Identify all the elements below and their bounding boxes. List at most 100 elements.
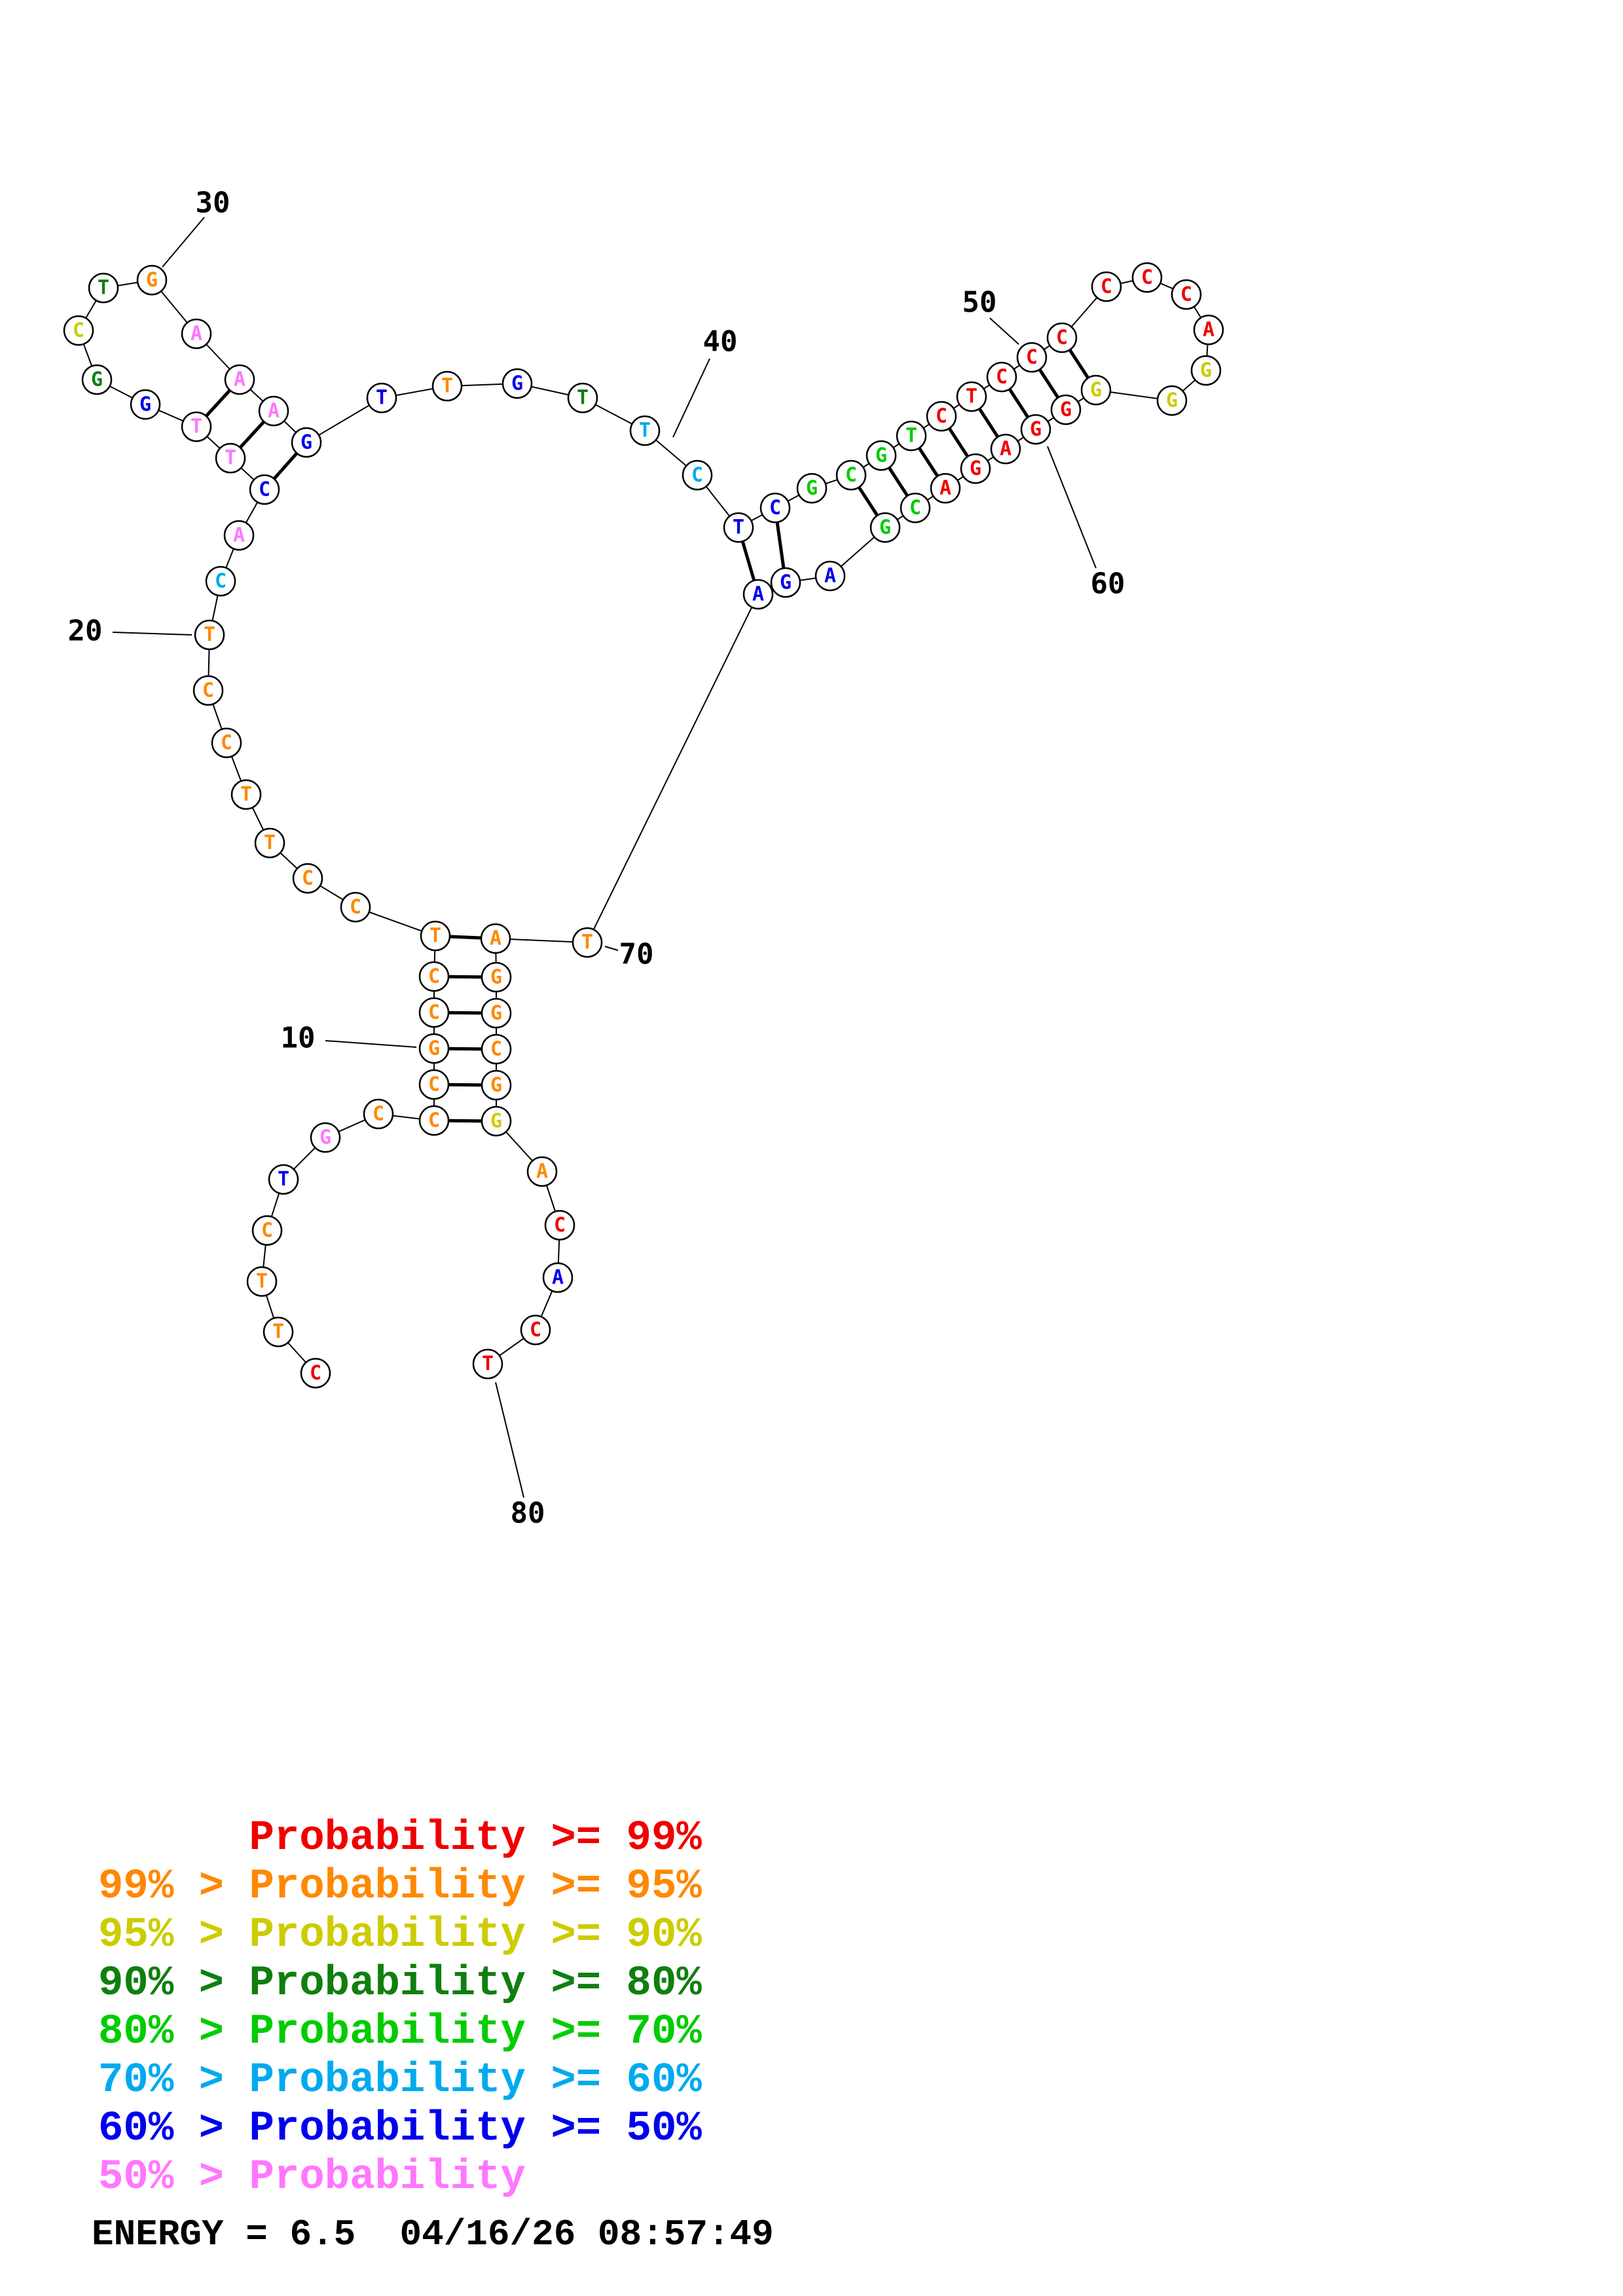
label-leader-line	[1047, 446, 1097, 569]
nucleotide-base: G	[301, 431, 312, 454]
nucleotide-base: G	[780, 571, 792, 594]
nucleotide-base: C	[350, 896, 361, 919]
nucleotide-circle	[418, 961, 450, 992]
nucleotide-circle	[246, 1266, 278, 1297]
nucleotide-base: C	[554, 1214, 566, 1237]
label-leader-line	[672, 358, 710, 438]
nucleotide-base: C	[845, 464, 857, 487]
nucleotide-base: C	[1141, 266, 1153, 289]
nucleotide-circle	[1050, 394, 1082, 425]
nucleotide-base: A	[752, 583, 764, 606]
nucleotide-base: C	[373, 1103, 384, 1126]
nucleotide-circle	[136, 264, 168, 296]
nucleotide-base: C	[261, 1219, 273, 1242]
nucleotide-base: T	[429, 925, 441, 948]
probability-legend: Probability >= 99% 99% > Probability >= 9…	[98, 1814, 702, 2202]
energy-line: ENERGY = 6.5 04/16/26 08:57:49	[92, 2214, 774, 2255]
nucleotide-base: G	[490, 1074, 502, 1097]
nucleotide-circle	[194, 619, 225, 651]
label-leader-line	[495, 1382, 524, 1498]
nucleotide-base: T	[272, 1321, 284, 1344]
nucleotide-base: T	[98, 277, 109, 300]
nucleotide-circle	[629, 415, 661, 446]
nucleotide-base: G	[139, 393, 151, 416]
nucleotide-base: G	[490, 966, 502, 989]
nucleotide-circle	[567, 382, 598, 414]
nucleotide-circle	[1171, 279, 1202, 310]
nucleotide-circle	[1193, 314, 1224, 346]
nucleotide-circle	[481, 961, 512, 993]
nucleotide-circle	[249, 474, 280, 505]
nucleotide-base: A	[234, 368, 246, 391]
position-label: 60	[1091, 567, 1125, 601]
nucleotide-circle	[310, 1122, 341, 1153]
nucleotide-base: A	[536, 1160, 548, 1183]
nucleotide-base: G	[319, 1126, 331, 1149]
legend-line: Probability >= 99%	[98, 1815, 702, 1862]
nucleotide-base: G	[490, 1110, 502, 1133]
nucleotide-base: C	[490, 1038, 502, 1061]
nucleotide-base: C	[310, 1362, 321, 1385]
nucleotide-circle	[835, 459, 867, 491]
nucleotide-circle	[542, 1262, 574, 1293]
nucleotide-base: C	[691, 464, 703, 487]
label-leader-line	[604, 946, 619, 951]
nucleotide-base: T	[441, 375, 453, 398]
nucleotide-base: G	[1166, 389, 1178, 412]
nucleotide-circle	[990, 433, 1021, 465]
nucleotide-circle	[300, 1357, 331, 1389]
nucleotide-circle	[211, 727, 242, 759]
nucleotide-circle	[501, 368, 533, 399]
nucleotide-circle	[572, 927, 603, 958]
nucleotide-circle	[224, 364, 255, 395]
nucleotide-circle	[1131, 262, 1163, 293]
nucleotide-base: A	[1000, 438, 1012, 461]
nucleotide-base: T	[204, 624, 215, 647]
nucleotide-circle	[1190, 355, 1222, 386]
nucleotide-circle	[215, 442, 246, 474]
nucleotide-base: G	[91, 368, 103, 391]
nucleotide-circle	[63, 315, 94, 346]
label-leader-line	[325, 1040, 417, 1048]
position-label: 10	[281, 1022, 316, 1055]
nucleotide-base: T	[577, 387, 589, 410]
nucleotide-base: G	[1030, 418, 1042, 441]
position-label: 30	[196, 187, 230, 220]
nucleotide-base: G	[1200, 359, 1212, 382]
nucleotide-base: A	[552, 1266, 564, 1289]
nucleotide-circle	[866, 440, 897, 471]
nucleotide-base: C	[530, 1319, 541, 1342]
nucleotide-circle	[481, 997, 512, 1029]
nucleotide-base: G	[146, 269, 158, 292]
nucleotide-circle	[723, 512, 754, 543]
nucleotide-base: T	[733, 516, 744, 539]
legend-line: 95% > Probability >= 90%	[98, 1912, 702, 1959]
legend-line: 99% > Probability >= 95%	[98, 1863, 702, 1910]
nucleotide-circle	[481, 1069, 512, 1101]
nucleotide-base: G	[806, 477, 818, 500]
nucleotide-circle	[544, 1210, 575, 1241]
nucleotide-circle	[682, 459, 713, 491]
label-leader-line	[162, 217, 205, 268]
nucleotide-circle	[1080, 374, 1112, 406]
nucleotide-base: T	[581, 931, 593, 954]
nucleotide-base: A	[490, 927, 501, 950]
nucleotide-circle	[254, 827, 285, 859]
nucleotide-circle	[205, 565, 236, 597]
nucleotide-circle	[291, 427, 322, 458]
nucleotide-circle	[796, 473, 828, 504]
nucleotide-base: C	[909, 497, 921, 520]
nucleotide-base: C	[769, 497, 781, 520]
nucleotide-base: C	[428, 965, 440, 988]
nucleotide-base: C	[221, 732, 232, 755]
nucleotide-base: A	[268, 400, 280, 423]
nucleotide-base: G	[1060, 399, 1072, 422]
nucleotide-circle	[340, 891, 371, 923]
position-label: 70	[619, 938, 654, 971]
nucleotide-circle	[192, 675, 224, 706]
nucleotide-circle	[986, 361, 1017, 393]
nucleotide-base: T	[256, 1270, 268, 1293]
nucleotide-circle	[960, 453, 991, 484]
nucleotide-base: C	[936, 405, 947, 428]
position-label: 20	[68, 615, 103, 648]
